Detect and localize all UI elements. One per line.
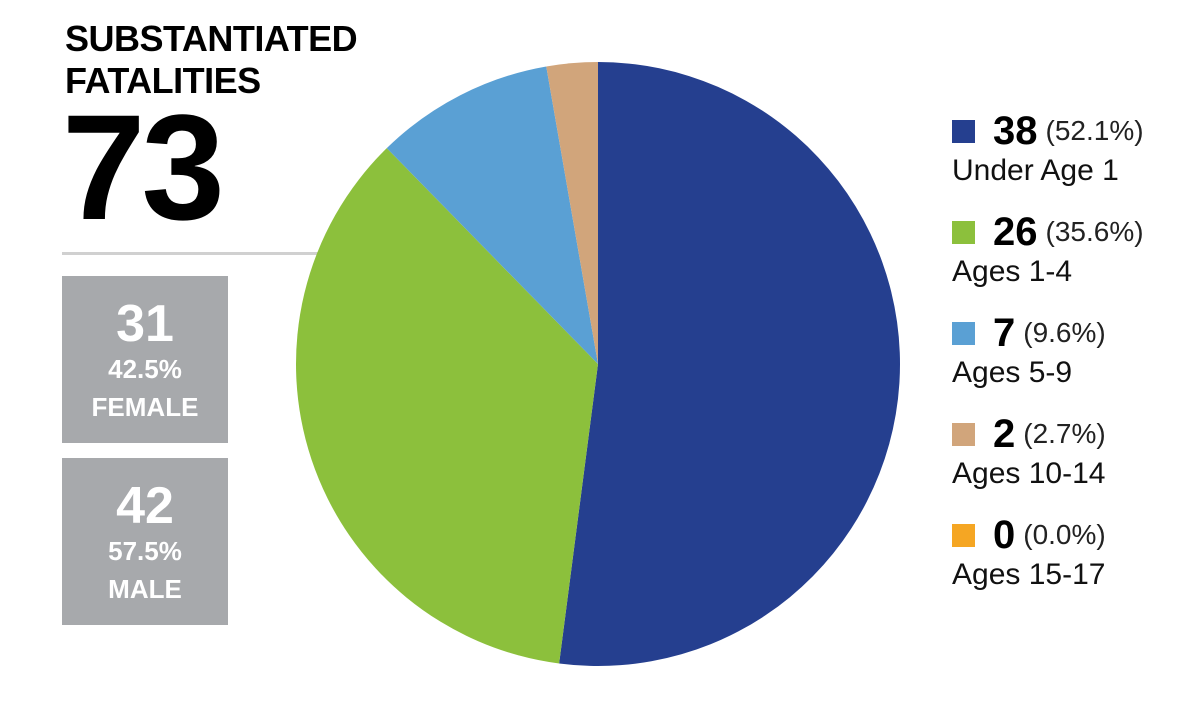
- legend-row: 26 (35.6%): [952, 209, 1192, 255]
- pie-slice: [386, 66, 598, 364]
- legend-item: 26 (35.6%) Ages 1-4: [952, 209, 1192, 289]
- divider: [62, 252, 320, 255]
- legend-category: Ages 15-17: [952, 558, 1106, 591]
- legend-percent: (52.1%): [1045, 115, 1144, 146]
- legend-item: 2 (2.7%) Ages 10-14: [952, 411, 1192, 491]
- male-box: 42 57.5% MALE: [62, 458, 228, 625]
- legend-row: 2 (2.7%): [952, 411, 1192, 457]
- pie-slice: [295, 148, 598, 664]
- legend-row: 0 (0.0%): [952, 512, 1192, 558]
- count: 42: [116, 477, 174, 535]
- legend-row: 7 (9.6%): [952, 310, 1192, 356]
- legend-item: 38 (52.1%) Under Age 1: [952, 108, 1192, 188]
- legend-count: 2: [993, 411, 1016, 456]
- legend-category: Ages 10-14: [952, 457, 1106, 490]
- total: 73: [62, 83, 225, 251]
- title: SUBSTANTIATED FATALITIES: [65, 18, 358, 101]
- legend-category: Ages 5-9: [952, 356, 1073, 389]
- legend-count: 0: [993, 512, 1016, 557]
- legend-row: 38 (52.1%): [952, 108, 1192, 154]
- legend-swatch: [952, 119, 975, 143]
- female-box: 31 42.5% FEMALE: [62, 276, 228, 443]
- legend-count: 26: [993, 209, 1038, 254]
- legend-category: Ages 1-4: [952, 255, 1073, 288]
- legend-swatch: [952, 220, 975, 244]
- pie-slice: [559, 62, 900, 666]
- label: MALE: [108, 574, 182, 604]
- label: FEMALE: [91, 392, 199, 422]
- count: 31: [116, 295, 174, 353]
- legend-percent: (35.6%): [1045, 216, 1144, 247]
- legend-swatch: [952, 422, 975, 446]
- legend-item: 7 (9.6%) Ages 5-9: [952, 310, 1192, 390]
- legend-count: 38: [993, 108, 1038, 153]
- pie-slice: [546, 62, 598, 364]
- legend-category: Under Age 1: [952, 154, 1119, 187]
- legend-swatch: [952, 321, 975, 345]
- legend-swatch: [952, 523, 975, 547]
- legend-percent: (9.6%): [1023, 317, 1106, 348]
- legend-percent: (0.0%): [1023, 519, 1106, 550]
- percent: 42.5%: [108, 354, 182, 384]
- percent: 57.5%: [108, 536, 182, 566]
- legend-item: 0 (0.0%) Ages 15-17: [952, 512, 1192, 592]
- legend-percent: (2.7%): [1023, 418, 1106, 449]
- legend-count: 7: [993, 310, 1016, 355]
